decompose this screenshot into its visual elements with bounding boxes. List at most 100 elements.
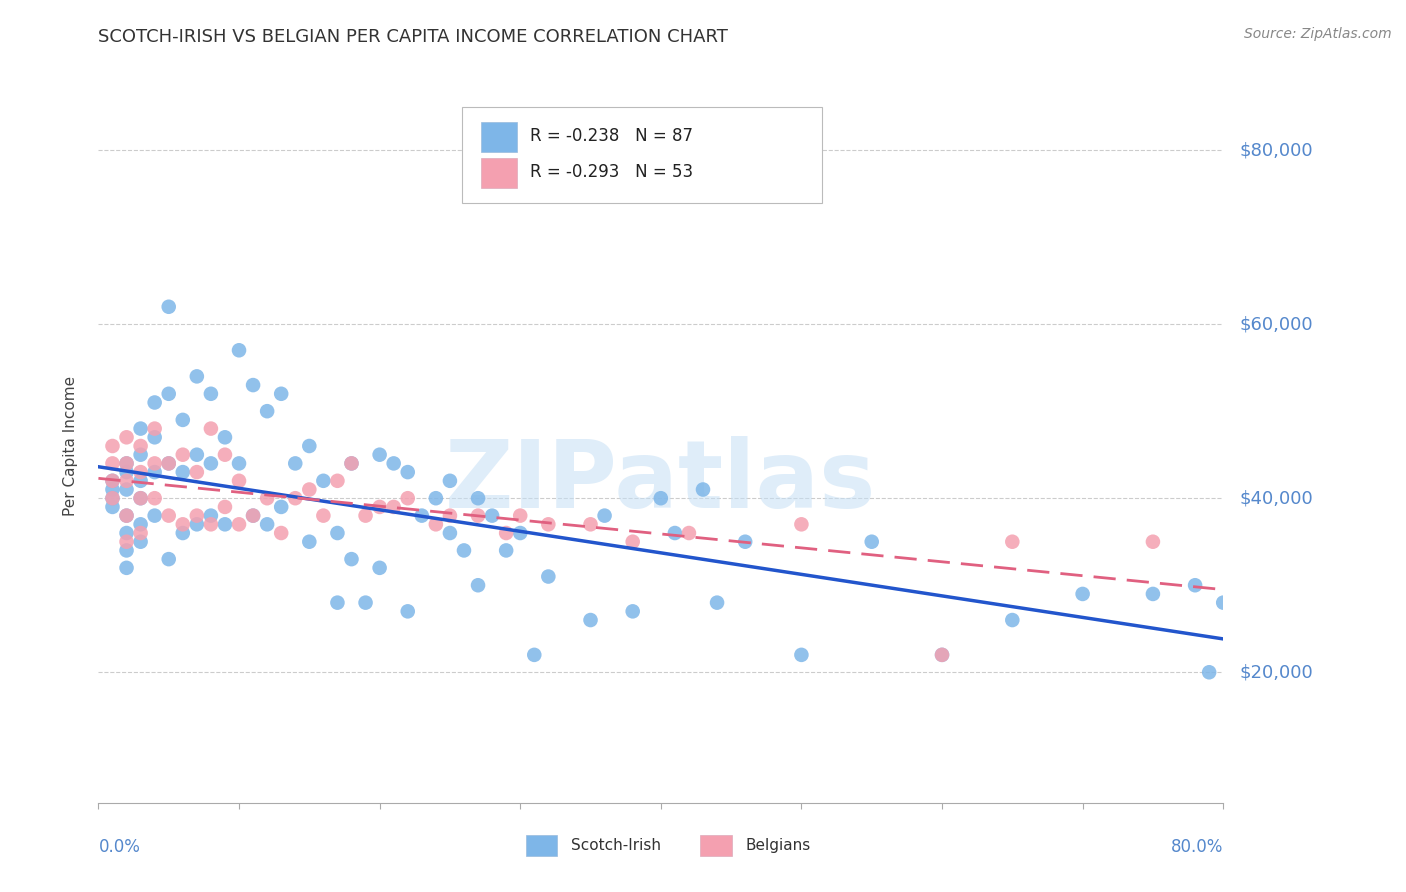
Point: [129, 491, 152, 506]
Point: [593, 508, 616, 523]
Point: [312, 508, 335, 523]
Point: [115, 457, 138, 471]
Y-axis label: Per Capita Income: Per Capita Income: [63, 376, 77, 516]
Point: [143, 457, 166, 471]
Point: [143, 421, 166, 435]
Point: [523, 648, 546, 662]
Point: [129, 448, 152, 462]
Point: [298, 534, 321, 549]
Point: [228, 474, 250, 488]
Point: [650, 491, 672, 506]
Point: [214, 448, 236, 462]
Point: [242, 378, 264, 392]
Point: [115, 508, 138, 523]
Point: [467, 491, 489, 506]
Text: ZIPatlas: ZIPatlas: [446, 435, 876, 528]
Point: [326, 526, 349, 541]
Point: [129, 465, 152, 479]
Point: [101, 474, 124, 488]
Point: [101, 474, 124, 488]
Point: [129, 474, 152, 488]
Point: [157, 508, 180, 523]
Point: [101, 491, 124, 506]
Text: R = -0.293   N = 53: R = -0.293 N = 53: [530, 163, 693, 181]
Text: $80,000: $80,000: [1240, 141, 1313, 159]
FancyBboxPatch shape: [481, 158, 517, 187]
Point: [242, 508, 264, 523]
Point: [790, 517, 813, 532]
Point: [256, 517, 278, 532]
Point: [1142, 587, 1164, 601]
Point: [1142, 534, 1164, 549]
Point: [200, 517, 222, 532]
Point: [1001, 534, 1024, 549]
FancyBboxPatch shape: [700, 835, 731, 856]
Point: [172, 465, 194, 479]
Point: [284, 491, 307, 506]
Point: [157, 300, 180, 314]
Point: [129, 517, 152, 532]
Point: [157, 457, 180, 471]
Point: [439, 526, 461, 541]
Point: [115, 561, 138, 575]
FancyBboxPatch shape: [526, 835, 557, 856]
Point: [172, 413, 194, 427]
Point: [228, 343, 250, 358]
Point: [172, 448, 194, 462]
Point: [129, 439, 152, 453]
Point: [298, 483, 321, 497]
Point: [115, 508, 138, 523]
Text: $20,000: $20,000: [1240, 664, 1313, 681]
Point: [509, 508, 531, 523]
Text: $40,000: $40,000: [1240, 489, 1313, 508]
Point: [467, 578, 489, 592]
Point: [129, 421, 152, 435]
Point: [115, 543, 138, 558]
Point: [228, 457, 250, 471]
Point: [157, 386, 180, 401]
Point: [270, 386, 292, 401]
Point: [186, 517, 208, 532]
Point: [214, 517, 236, 532]
Point: [495, 526, 517, 541]
Point: [143, 491, 166, 506]
Point: [396, 491, 419, 506]
Point: [382, 457, 405, 471]
Point: [579, 517, 602, 532]
Point: [214, 500, 236, 514]
Point: [790, 648, 813, 662]
Point: [1198, 665, 1220, 680]
Point: [256, 491, 278, 506]
Point: [284, 457, 307, 471]
Point: [101, 457, 124, 471]
Point: [270, 500, 292, 514]
Point: [298, 439, 321, 453]
Point: [214, 430, 236, 444]
Point: [200, 457, 222, 471]
Text: Scotch-Irish: Scotch-Irish: [571, 838, 661, 853]
Point: [340, 552, 363, 566]
Point: [157, 552, 180, 566]
Point: [101, 500, 124, 514]
Point: [115, 465, 138, 479]
Point: [382, 500, 405, 514]
Text: 0.0%: 0.0%: [98, 838, 141, 856]
Point: [200, 386, 222, 401]
Point: [621, 604, 644, 618]
Point: [439, 508, 461, 523]
Point: [481, 508, 503, 523]
Point: [734, 534, 756, 549]
Point: [115, 534, 138, 549]
Point: [706, 596, 728, 610]
Point: [115, 474, 138, 488]
Text: R = -0.238   N = 87: R = -0.238 N = 87: [530, 128, 693, 145]
Point: [101, 483, 124, 497]
FancyBboxPatch shape: [461, 107, 821, 203]
Point: [425, 491, 447, 506]
Point: [509, 526, 531, 541]
Point: [664, 526, 686, 541]
Point: [678, 526, 700, 541]
Point: [453, 543, 475, 558]
Point: [354, 508, 377, 523]
Text: 80.0%: 80.0%: [1171, 838, 1223, 856]
